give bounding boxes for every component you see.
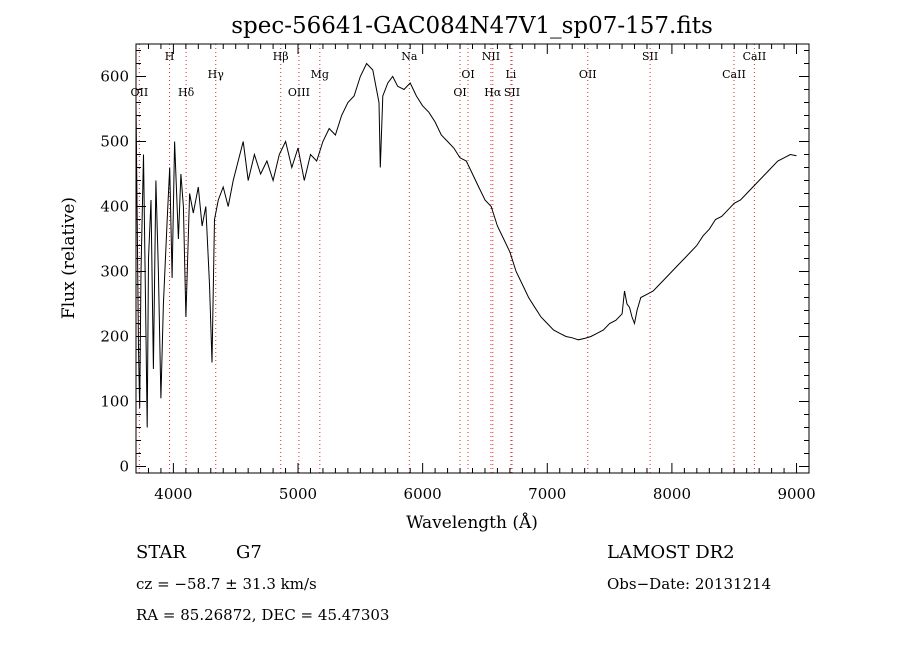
spectral-line-label: Hβ (273, 50, 289, 63)
object-subclass: G7 (236, 542, 262, 563)
x-tick-label: 8000 (653, 485, 691, 503)
spectral-line-label: CaII (743, 50, 767, 63)
y-tick-label: 100 (100, 393, 129, 411)
spectral-line-label: Li (505, 68, 516, 81)
spectrum-line (135, 62, 797, 428)
y-tick-label: 600 (100, 68, 129, 86)
spectral-line-label: SII (504, 86, 520, 99)
spectral-line-label: OII (579, 68, 597, 81)
x-tick-label: 4000 (154, 485, 192, 503)
spectral-line-label: CaII (722, 68, 746, 81)
x-axis-ticks: 4000 5000 6000 7000 8000 9000 (135, 44, 816, 503)
spectral-line-label: Hδ (178, 86, 195, 99)
spectral-line-label: OI (453, 86, 466, 99)
survey-name: LAMOST DR2 (607, 542, 735, 563)
object-class: STAR (136, 542, 186, 563)
y-tick-label: 300 (100, 263, 129, 281)
spectral-line-label: OI (461, 68, 474, 81)
y-axis-ticks: 0 100 200 300 400 500 600 (100, 50, 809, 476)
chart-title: spec-56641-GAC084N47V1_sp07-157.fits (231, 13, 713, 39)
observation-date: Obs−Date: 20131214 (607, 575, 771, 593)
spectral-line-label: OII (131, 86, 149, 99)
y-tick-label: 0 (119, 458, 129, 476)
spectral-line-label: OIII (288, 86, 310, 99)
coordinates: RA = 85.26872, DEC = 45.47303 (136, 606, 389, 624)
spectral-line-label: Hγ (208, 68, 225, 81)
redshift-cz: cz = −58.7 ± 31.3 km/s (136, 575, 317, 593)
y-tick-label: 200 (100, 328, 129, 346)
y-tick-label: 500 (100, 133, 129, 151)
spectral-line-label: Na (401, 50, 418, 63)
x-tick-label: 6000 (404, 485, 442, 503)
spectral-line-label: Mg (311, 68, 329, 81)
x-tick-label: 5000 (279, 485, 317, 503)
spectral-line-label: H (165, 50, 175, 63)
spectral-line-label: SII (642, 50, 658, 63)
x-tick-label: 9000 (777, 485, 815, 503)
y-tick-label: 400 (100, 198, 129, 216)
x-axis-label: Wavelength (Å) (406, 512, 538, 533)
plot-frame (135, 43, 810, 474)
spectral-line-label: NII (482, 50, 500, 63)
x-tick-label: 7000 (528, 485, 566, 503)
spectral-line-label: Hα (484, 86, 502, 99)
y-axis-label: Flux (relative) (59, 197, 79, 319)
